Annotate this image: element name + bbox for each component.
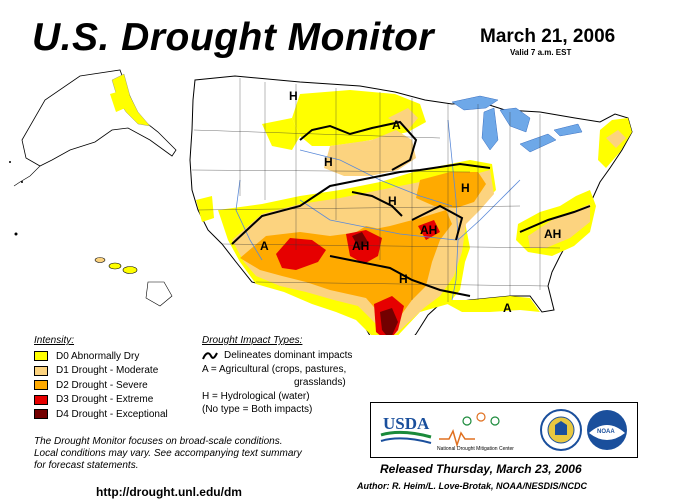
impact-title: Drought Impact Types: xyxy=(202,335,303,346)
legend-label: D1 Drought - Moderate xyxy=(56,365,159,376)
legend-swatch-d2 xyxy=(34,380,48,390)
note-line-2: Local conditions may vary. See accompany… xyxy=(34,448,302,459)
noaa-logo: NOAA xyxy=(587,410,627,450)
svg-text:USDA: USDA xyxy=(383,414,430,433)
commerce-seal xyxy=(540,409,582,451)
label-h-iowa: H xyxy=(461,181,470,195)
hawaii-islands xyxy=(94,257,173,307)
svg-text:Drought Mitigation Center: Drought Mitigation Center xyxy=(457,446,514,452)
impact-line-row: Delineates dominant impacts xyxy=(202,349,352,363)
disclaimer-note: The Drought Monitor focuses on broad-sca… xyxy=(34,436,354,472)
legend-swatch-d1 xyxy=(34,365,48,376)
label-a-alabama: A xyxy=(503,301,512,315)
legend-swatch-d4 xyxy=(34,409,48,419)
impact-legend: Delineates dominant impacts A = Agricult… xyxy=(202,349,352,417)
label-a-arizona: A xyxy=(260,239,269,253)
note-line-3: for forecast statements. xyxy=(34,460,139,471)
label-h-texas: H xyxy=(399,272,408,286)
impact-a-line2: grasslands) xyxy=(294,377,346,388)
author-credit: Author: R. Heim/L. Love-Brotak, NOAA/NES… xyxy=(357,481,588,491)
ndmc-logo: National Drought Mitigation Center xyxy=(437,412,514,452)
d4-areas xyxy=(352,232,398,335)
legend-item-d3: D3 Drought - Extreme xyxy=(34,393,168,407)
impact-lines xyxy=(231,120,591,297)
note-line-1: The Drought Monitor focuses on broad-sca… xyxy=(34,436,283,447)
usda-logo: USDA xyxy=(380,414,432,444)
logo-strip: USDA National Drought Mitigation Center … xyxy=(380,409,627,452)
impact-line-desc: Delineates dominant impacts xyxy=(224,350,353,361)
label-h-montana: H xyxy=(289,89,298,103)
legend-label: D4 Drought - Exceptional xyxy=(56,408,168,420)
valid-time: Valid 7 a.m. EST xyxy=(510,48,572,57)
legend-item-d1: D1 Drought - Moderate xyxy=(34,364,168,378)
legend-label: D3 Drought - Extreme xyxy=(56,394,154,405)
map-labels: H A H H H A AH AH H AH A xyxy=(260,89,561,315)
map-date: March 21, 2006 xyxy=(480,26,616,47)
label-h-kansas: H xyxy=(388,194,397,208)
agency-logos: USDA National Drought Mitigation Center … xyxy=(370,402,638,458)
label-ah-virginia: AH xyxy=(544,227,561,241)
state-borders xyxy=(191,78,561,302)
impact-none: (No type = Both impacts) xyxy=(202,404,313,415)
impact-h: H = Hydrological (water) xyxy=(202,390,310,402)
legend-label: D2 Drought - Severe xyxy=(56,379,148,391)
website-link[interactable]: http://drought.unl.edu/dm xyxy=(96,485,242,499)
release-date: Released Thursday, March 23, 2006 xyxy=(380,462,582,476)
islands xyxy=(9,161,23,236)
alaska-outline xyxy=(13,69,177,187)
great-lakes xyxy=(451,95,583,153)
delineation-line-icon xyxy=(202,352,218,360)
map-title: U.S. Drought Monitor xyxy=(32,16,435,59)
legend-swatch-d3 xyxy=(34,394,48,405)
drought-map: H A H H H A AH AH H AH A xyxy=(9,69,633,335)
legend-item-d4: D4 Drought - Exceptional xyxy=(34,407,168,421)
intensity-legend: D0 Abnormally Dry D1 Drought - Moderate … xyxy=(34,349,168,422)
label-a-minnesota: A xyxy=(392,118,401,132)
impact-a-line1: A = Agricultural (crops, pastures, xyxy=(202,363,347,375)
label-ah-missouri: AH xyxy=(420,223,437,237)
legend-label: D0 Abnormally Dry xyxy=(56,350,140,362)
svg-text:NOAA: NOAA xyxy=(597,429,615,435)
label-ah-oklahoma: AH xyxy=(352,239,369,253)
svg-text:National: National xyxy=(437,446,455,452)
legend-item-d2: D2 Drought - Severe xyxy=(34,378,168,392)
label-h-wyoming: H xyxy=(324,155,333,169)
legend-item-d0: D0 Abnormally Dry xyxy=(34,349,168,363)
legend-title: Intensity: xyxy=(34,335,75,346)
legend-swatch-d0 xyxy=(34,351,48,361)
